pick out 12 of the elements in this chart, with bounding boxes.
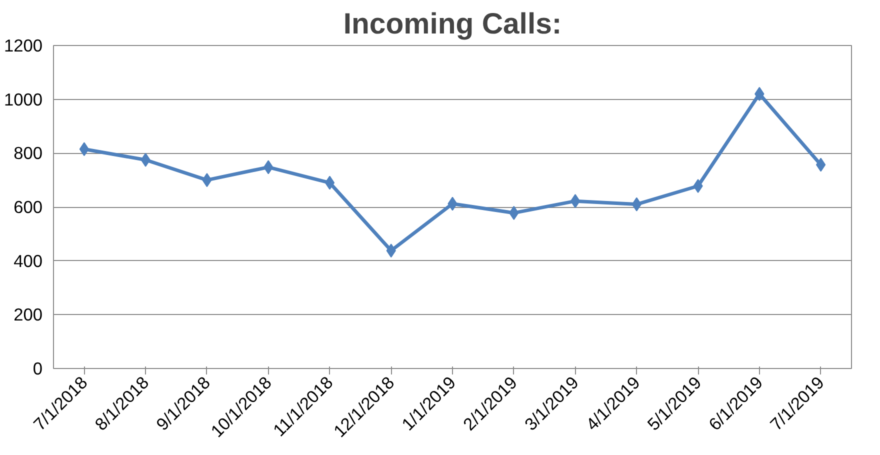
point [570,194,580,208]
y-tick-label: 800 [14,143,43,164]
point [816,158,826,172]
y-tick-label: 0 [32,358,43,378]
point [324,176,335,190]
y-tick-label: 400 [14,250,43,271]
y-tick-label: 1200 [4,36,43,56]
y-tick-label: 600 [14,197,43,217]
point [79,142,90,156]
y-tick-label: 200 [14,304,43,325]
chart-title: Incoming Calls: [343,8,562,40]
y-tick-label: 1000 [4,89,43,110]
